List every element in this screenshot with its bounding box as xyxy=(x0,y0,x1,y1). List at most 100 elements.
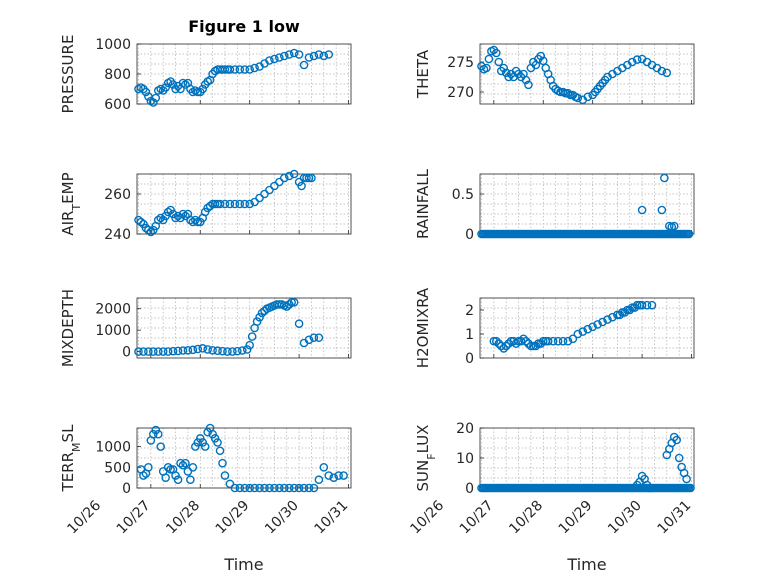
data-point xyxy=(198,84,208,94)
data-point xyxy=(270,483,279,493)
data-point xyxy=(215,446,225,456)
data-point xyxy=(284,483,294,493)
data-point xyxy=(660,173,669,183)
data-point xyxy=(536,51,546,61)
data-point xyxy=(193,344,203,354)
data-point xyxy=(294,50,304,59)
data-point xyxy=(225,65,235,74)
data-point xyxy=(166,465,175,474)
axes-box xyxy=(136,297,352,359)
data-point xyxy=(294,483,304,493)
data-point xyxy=(250,63,259,73)
data-point xyxy=(573,329,583,339)
data-point xyxy=(686,483,695,493)
data-point xyxy=(245,340,254,350)
data-point xyxy=(247,332,257,341)
data-point xyxy=(516,336,526,346)
data-point xyxy=(265,483,274,493)
data-point xyxy=(489,336,499,346)
y-axis-label: AIRTEMP xyxy=(59,172,83,235)
data-point xyxy=(220,65,230,74)
data-point xyxy=(501,68,511,78)
y-tick-label: 275 xyxy=(447,55,474,71)
data-point xyxy=(230,483,240,493)
data-point xyxy=(218,458,227,468)
data-point xyxy=(496,341,506,351)
data-point xyxy=(538,56,548,66)
data-point xyxy=(235,199,245,209)
data-point xyxy=(543,336,553,346)
data-point xyxy=(645,483,654,493)
data-point xyxy=(173,346,183,356)
data-point xyxy=(200,442,210,451)
data-point xyxy=(139,347,148,356)
data-point xyxy=(319,463,329,472)
y-tick-label: 0 xyxy=(122,481,131,497)
data-point xyxy=(329,473,339,482)
data-point xyxy=(299,483,309,493)
data-point xyxy=(284,300,294,309)
data-point xyxy=(499,63,509,73)
y-tick-label: 20 xyxy=(456,421,474,437)
data-point xyxy=(319,51,329,61)
data-point xyxy=(178,460,188,470)
y-tick-label: 0 xyxy=(465,227,474,243)
data-point xyxy=(235,65,245,74)
data-point xyxy=(578,327,588,336)
data-point xyxy=(598,317,607,327)
data-point xyxy=(309,333,319,342)
data-point xyxy=(158,347,168,356)
data-point xyxy=(526,341,536,351)
data-point xyxy=(223,347,232,356)
data-point xyxy=(524,339,533,348)
data-point xyxy=(583,324,593,334)
subplot-2: 270 275 THETA xyxy=(414,43,695,105)
y-tick-label: 600 xyxy=(104,97,131,113)
data-point xyxy=(242,345,252,354)
data-point xyxy=(620,308,630,317)
data-point xyxy=(304,53,314,62)
y-axis-label: THETA xyxy=(414,49,432,99)
data-point xyxy=(279,173,289,183)
data-point xyxy=(225,479,235,489)
data-point xyxy=(501,341,511,351)
data-point xyxy=(672,435,682,445)
y-tick-label: 0 xyxy=(465,481,474,497)
subplot-4: 0 0.5 RAINFALL xyxy=(414,168,695,243)
data-point xyxy=(309,51,319,61)
y-tick-label: 1000 xyxy=(95,37,131,53)
data-point xyxy=(657,66,667,76)
axes-box xyxy=(479,43,695,105)
data-point xyxy=(314,475,324,485)
y-tick-label: 0.5 xyxy=(452,187,474,203)
subplot-6: 0 1 2 H2OMIXRA xyxy=(414,287,695,368)
data-point xyxy=(240,65,250,74)
data-point xyxy=(289,483,299,493)
data-point xyxy=(563,336,573,346)
y-tick-label: 800 xyxy=(104,67,131,83)
data-point xyxy=(163,207,173,217)
data-point xyxy=(324,471,334,480)
data-point xyxy=(240,483,250,493)
data-point xyxy=(163,463,173,472)
data-point xyxy=(642,300,652,310)
subplot-3: 240 260 AIRTEMP xyxy=(59,169,352,243)
data-point xyxy=(674,453,684,463)
data-point xyxy=(524,80,533,90)
data-point xyxy=(161,83,170,92)
y-axis-label: RAINFALL xyxy=(414,168,432,239)
data-point xyxy=(183,345,193,355)
data-point xyxy=(245,199,254,209)
y-tick-label: 0 xyxy=(122,345,131,361)
data-point xyxy=(566,90,575,100)
data-point xyxy=(297,181,306,191)
data-point xyxy=(171,213,180,223)
data-point xyxy=(647,300,657,310)
data-point xyxy=(230,199,240,209)
data-point xyxy=(618,308,627,317)
data-point xyxy=(136,217,146,227)
data-point xyxy=(529,341,538,351)
data-point xyxy=(536,339,546,348)
data-point xyxy=(215,199,225,209)
y-tick-label: 10 xyxy=(456,451,474,467)
